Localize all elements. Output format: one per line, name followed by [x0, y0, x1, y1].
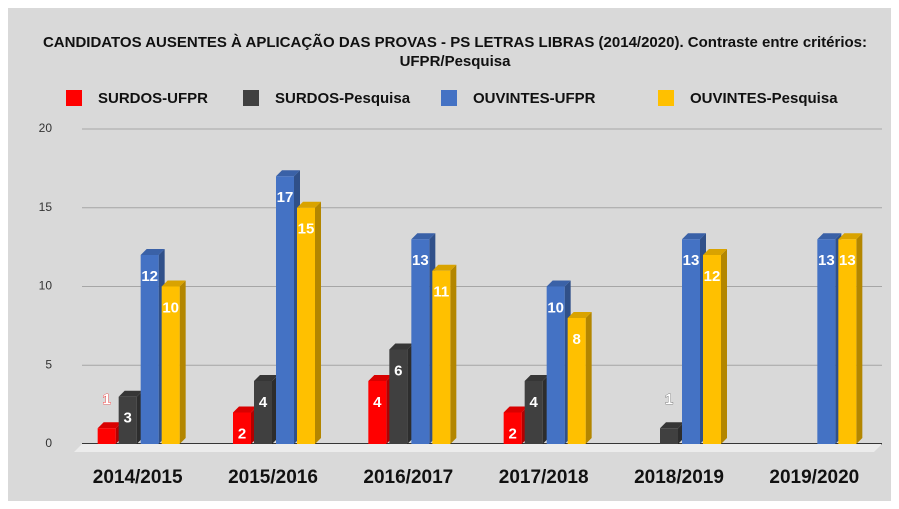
bar-top	[524, 375, 549, 381]
bar	[140, 255, 159, 444]
data-label: 4	[529, 394, 538, 411]
data-label: 13	[818, 252, 835, 269]
y-tick-label: 0	[45, 436, 52, 450]
x-tick-label: 2017/2018	[499, 467, 589, 488]
bar-top	[140, 249, 165, 255]
bar-top	[233, 406, 257, 413]
x-tick-label: 2015/2016	[228, 467, 318, 488]
bar	[233, 412, 251, 444]
y-tick-label: 5	[45, 357, 52, 371]
bar	[389, 349, 408, 444]
bar	[817, 239, 836, 444]
bar-top	[254, 375, 278, 381]
data-label: 10	[162, 299, 179, 316]
data-label: 15	[298, 221, 315, 238]
bar	[503, 412, 522, 444]
bar	[682, 239, 700, 444]
data-label: 13	[683, 252, 700, 269]
y-tick-label: 20	[39, 121, 53, 135]
bar	[254, 381, 272, 444]
bar-side	[585, 312, 592, 444]
data-label: 1	[102, 391, 110, 408]
data-label: 3	[123, 410, 131, 427]
data-label: 13	[412, 252, 429, 269]
legend-label: SURDOS-UFPR	[98, 90, 208, 107]
bar-top	[817, 233, 842, 240]
bar	[297, 207, 315, 444]
bar	[97, 428, 116, 444]
bar	[660, 428, 678, 444]
x-tick-label: 2019/2020	[769, 467, 859, 488]
bar	[838, 239, 857, 444]
legend-label: OUVINTES-UFPR	[473, 90, 596, 107]
data-label: 17	[277, 189, 294, 206]
bar-top	[161, 280, 186, 287]
data-label: 6	[394, 362, 402, 379]
bar	[703, 255, 721, 444]
data-label: 1	[665, 391, 673, 408]
legend-label: OUVINTES-Pesquisa	[690, 90, 838, 107]
bar-top	[682, 233, 706, 240]
data-label: 2	[238, 425, 246, 442]
floor	[74, 444, 882, 452]
data-label: 11	[433, 284, 449, 301]
bar-top	[276, 170, 300, 177]
bar	[524, 381, 543, 444]
bar	[567, 318, 586, 444]
data-label: 8	[572, 331, 580, 348]
bar-top	[703, 249, 727, 255]
y-tick-label: 10	[39, 279, 53, 293]
legend-swatch	[243, 90, 259, 106]
bar-top	[118, 390, 143, 397]
bar-top	[567, 312, 592, 318]
data-label: 13	[839, 252, 856, 269]
bar	[411, 239, 430, 444]
bar-side	[856, 233, 863, 444]
bar-top	[297, 201, 321, 208]
bar-top	[368, 375, 393, 381]
bar-side	[315, 201, 321, 444]
data-label: 2	[508, 425, 516, 442]
bar	[546, 286, 565, 444]
data-label: 12	[704, 268, 721, 285]
legend-swatch	[441, 90, 457, 106]
bar-top	[838, 233, 863, 240]
bar-side	[179, 280, 186, 444]
legend-swatch	[658, 90, 674, 106]
bar-side	[721, 249, 727, 444]
legend-swatch	[66, 90, 82, 106]
x-tick-label: 2016/2017	[363, 467, 453, 488]
bar	[432, 270, 451, 444]
bar-top	[97, 422, 122, 429]
chart-title: CANDIDATOS AUSENTES À APLICAÇÃO DAS PROV…	[42, 34, 868, 70]
data-label: 12	[141, 268, 158, 285]
bar	[118, 396, 137, 444]
bar-top	[660, 422, 684, 429]
legend-label: SURDOS-Pesquisa	[275, 90, 411, 107]
bar-top	[432, 264, 457, 271]
data-label: 4	[259, 394, 268, 411]
x-tick-label: 2014/2015	[93, 467, 183, 488]
bar-top	[411, 233, 436, 240]
bar	[276, 176, 294, 444]
bar	[161, 286, 180, 444]
y-tick-label: 15	[39, 200, 53, 214]
bar-side	[450, 264, 457, 444]
data-label: 4	[373, 394, 382, 411]
x-tick-label: 2018/2019	[634, 467, 724, 488]
bar-top	[503, 406, 528, 413]
bar-top	[546, 280, 571, 287]
bar-top	[389, 343, 414, 350]
bar	[368, 381, 387, 444]
data-label: 10	[547, 299, 564, 316]
